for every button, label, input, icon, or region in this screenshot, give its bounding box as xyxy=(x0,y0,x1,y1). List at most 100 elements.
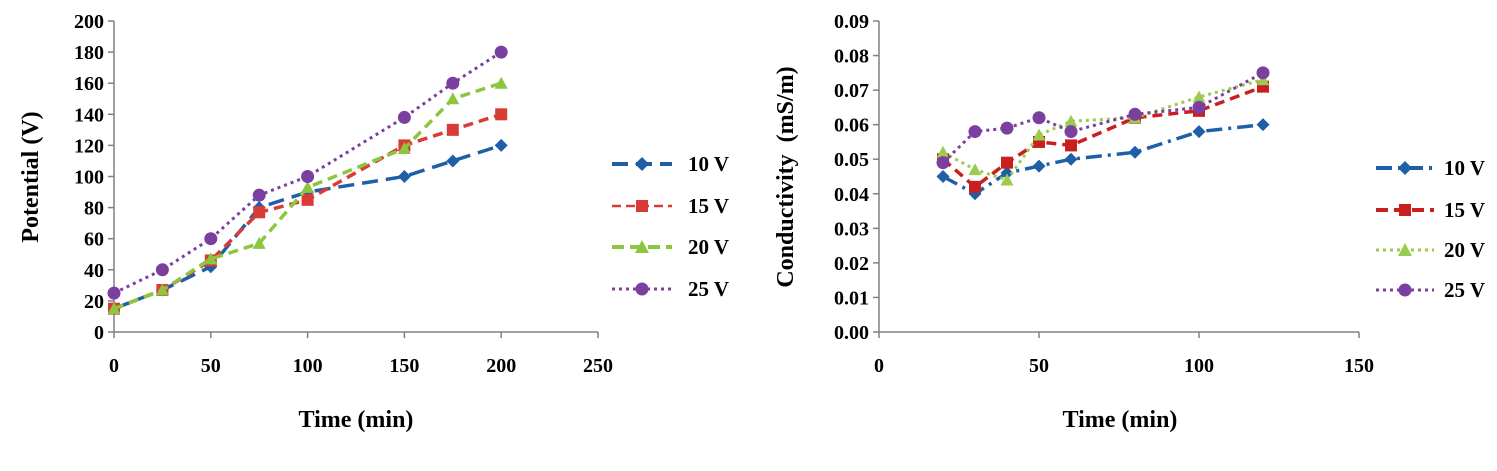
legend-marker-square-icon xyxy=(636,200,648,212)
conductivity-chart: 0.00 0.01 0.02 0.03 0.04 0.05 0.06 0.07 0.08 0.09… xyxy=(773,11,1485,433)
potential-y-tick-label: 140 xyxy=(74,104,104,126)
conductivity-y-tick-label: 0.01 xyxy=(834,287,869,309)
potential-series xyxy=(107,45,508,316)
conductivity-y-tick-label: 0.06 xyxy=(834,115,869,137)
conductivity-point-10v xyxy=(1192,125,1206,139)
conductivity-point-20v xyxy=(1192,90,1206,103)
conductivity-series xyxy=(936,66,1270,201)
conductivity-y-tick-label: 0.09 xyxy=(834,11,869,33)
potential-point-20v xyxy=(397,142,411,155)
potential-x-tick-label: 150 xyxy=(389,355,419,377)
potential-point-25v xyxy=(397,110,411,124)
conductivity-series-line-25v xyxy=(941,71,1264,164)
conductivity-point-25v xyxy=(1256,66,1270,80)
conductivity-legend-label: 15 V xyxy=(1444,198,1485,222)
legend-marker-triangle-icon xyxy=(1398,243,1412,256)
potential-point-25v xyxy=(252,188,266,202)
conductivity-point-10v xyxy=(1064,152,1078,166)
potential-series-line-10v xyxy=(113,143,502,311)
potential-point-25v xyxy=(494,45,508,59)
conductivity-point-15v xyxy=(1001,156,1013,169)
conductivity-point-10v xyxy=(1000,166,1014,180)
conductivity-point-25v xyxy=(1000,121,1014,135)
potential-chart: 0 20 40 60 80 100 120 140 160 180 200 0 50 100 150 200 2… xyxy=(18,11,729,433)
potential-x-tick-label: 0 xyxy=(109,355,119,377)
potential-x-tick-label: 50 xyxy=(201,355,221,377)
legend-marker-circle-icon xyxy=(1398,283,1412,297)
conductivity-legend-label: 25 V xyxy=(1444,278,1485,302)
conductivity-x-tick-label: 100 xyxy=(1184,355,1214,377)
potential-x-axis-title: Time (min) xyxy=(299,407,414,433)
conductivity-point-10v xyxy=(936,170,950,183)
potential-legend-label: 10 V xyxy=(688,152,729,176)
conductivity-series-line-20v xyxy=(942,78,1264,182)
potential-legend-item-20v: 20 V xyxy=(612,235,729,259)
conductivity-point-20v xyxy=(1064,114,1078,127)
potential-legend-label: 20 V xyxy=(688,235,729,259)
conductivity-ticks: 0.00 0.01 0.02 0.03 0.04 0.05 0.06 0.07 0.08 0.09… xyxy=(834,11,1374,377)
conductivity-series-15v xyxy=(937,80,1269,193)
potential-series-15v xyxy=(108,108,508,315)
conductivity-x-tick-label: 50 xyxy=(1029,355,1049,377)
potential-point-10v xyxy=(397,170,411,183)
conductivity-y-tick-label: 0.03 xyxy=(834,218,869,240)
potential-y-tick-label: 20 xyxy=(84,291,104,313)
potential-point-10v xyxy=(446,154,460,168)
conductivity-point-25v xyxy=(1192,100,1206,114)
conductivity-y-tick-label: 0.07 xyxy=(834,80,869,102)
potential-y-axis-title: Potential (V) xyxy=(18,111,44,242)
conductivity-y-tick-label: 0.00 xyxy=(834,322,869,344)
potential-series-line-20v xyxy=(113,81,502,311)
conductivity-legend: 10 V 15 V 20 V 25 V xyxy=(1376,156,1485,302)
potential-y-tick-label: 60 xyxy=(84,229,104,251)
conductivity-y-axis-title: Conductivity (mS/m) xyxy=(773,66,799,287)
conductivity-series-20v xyxy=(936,73,1270,186)
potential-series-20v xyxy=(107,76,508,315)
potential-y-tick-label: 100 xyxy=(74,167,104,189)
conductivity-series-25v xyxy=(936,66,1270,170)
conductivity-legend-item-15v: 15 V xyxy=(1376,198,1485,222)
potential-point-20v xyxy=(301,180,315,193)
conductivity-point-25v xyxy=(936,156,950,170)
potential-point-15v xyxy=(253,206,266,219)
conductivity-legend-item-25v: 25 V xyxy=(1376,278,1485,302)
potential-point-25v xyxy=(155,263,169,277)
potential-point-20v xyxy=(107,302,121,315)
conductivity-point-10v xyxy=(1256,118,1270,132)
potential-x-tick-label: 250 xyxy=(583,355,613,377)
conductivity-legend-item-10v: 10 V xyxy=(1376,156,1485,180)
potential-point-20v xyxy=(155,283,169,296)
conductivity-y-tick-label: 0.04 xyxy=(834,184,869,206)
conductivity-series-line-10v xyxy=(942,122,1264,196)
conductivity-legend-label: 10 V xyxy=(1444,156,1485,180)
potential-point-20v xyxy=(446,92,460,105)
conductivity-x-axis-title: Time (min) xyxy=(1063,407,1178,433)
conductivity-point-25v xyxy=(1064,125,1078,139)
potential-legend-item-25v: 25 V xyxy=(612,277,729,301)
conductivity-point-20v xyxy=(1032,128,1046,141)
potential-point-20v xyxy=(494,76,508,89)
potential-y-tick-label: 200 xyxy=(74,11,104,33)
potential-series-line-15v xyxy=(113,112,502,311)
conductivity-legend-item-20v: 20 V xyxy=(1376,238,1485,262)
conductivity-point-20v xyxy=(1000,173,1014,186)
legend-marker-triangle-icon xyxy=(635,240,649,253)
potential-point-25v xyxy=(446,76,460,90)
potential-point-15v xyxy=(446,123,459,136)
conductivity-series-line-15v xyxy=(941,85,1264,189)
potential-point-10v xyxy=(494,138,508,152)
potential-point-20v xyxy=(204,252,218,265)
potential-ticks: 0 20 40 60 80 100 120 140 160 180 200 0 50 100 150 200 2… xyxy=(74,11,613,377)
potential-point-25v xyxy=(107,286,121,300)
potential-y-tick-label: 180 xyxy=(74,42,104,64)
potential-x-tick-label: 100 xyxy=(293,355,323,377)
conductivity-point-15v xyxy=(969,180,981,193)
potential-point-15v xyxy=(301,193,314,206)
legend-marker-circle-icon xyxy=(635,282,649,296)
potential-point-25v xyxy=(204,232,218,246)
conductivity-point-20v xyxy=(968,163,982,176)
potential-legend-label: 25 V xyxy=(688,277,729,301)
conductivity-point-25v xyxy=(1032,111,1046,125)
conductivity-point-25v xyxy=(968,125,982,139)
